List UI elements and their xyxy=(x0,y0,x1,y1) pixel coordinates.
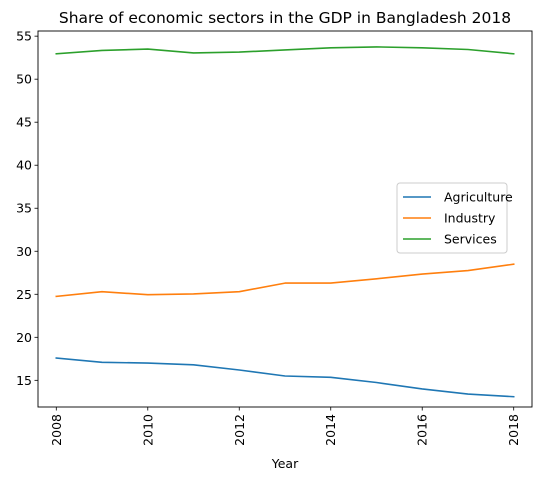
y-tick-label: 20 xyxy=(16,330,32,345)
series-line-services xyxy=(55,46,515,55)
legend-label-services: Services xyxy=(444,232,497,247)
legend-box xyxy=(396,182,508,254)
y-tick-label: 15 xyxy=(16,373,32,388)
y-tick-label: 50 xyxy=(16,72,32,87)
series-line-agriculture xyxy=(55,357,515,398)
y-tick-label: 40 xyxy=(16,158,32,173)
x-tick-label: 2010 xyxy=(140,414,155,446)
legend: Agriculture Industry Services xyxy=(396,182,513,254)
y-tick-label: 35 xyxy=(16,201,32,216)
y-tick-label: 55 xyxy=(16,29,32,44)
x-tick-label: 2018 xyxy=(506,414,521,446)
x-tick-label: 2012 xyxy=(232,414,247,446)
y-tick-label: 25 xyxy=(16,287,32,302)
legend-label-agriculture: Agriculture xyxy=(444,190,513,205)
plot-frame xyxy=(37,30,533,408)
y-axis-ticks: 15 20 25 30 35 40 45 50 55 xyxy=(16,29,38,388)
x-tick-label: 2016 xyxy=(415,414,430,446)
y-tick-label: 45 xyxy=(16,115,32,130)
x-axis-ticks: 2008 2010 2012 2014 2016 2018 xyxy=(49,407,521,446)
y-tick-label: 30 xyxy=(16,244,32,259)
x-tick-label: 2008 xyxy=(49,414,64,446)
series-line-industry xyxy=(55,263,515,298)
series-lines xyxy=(55,46,515,398)
legend-label-industry: Industry xyxy=(444,211,496,226)
x-axis-label: Year xyxy=(271,456,299,471)
x-tick-label: 2014 xyxy=(323,414,338,446)
chart-title: Share of economic sectors in the GDP in … xyxy=(59,9,511,27)
